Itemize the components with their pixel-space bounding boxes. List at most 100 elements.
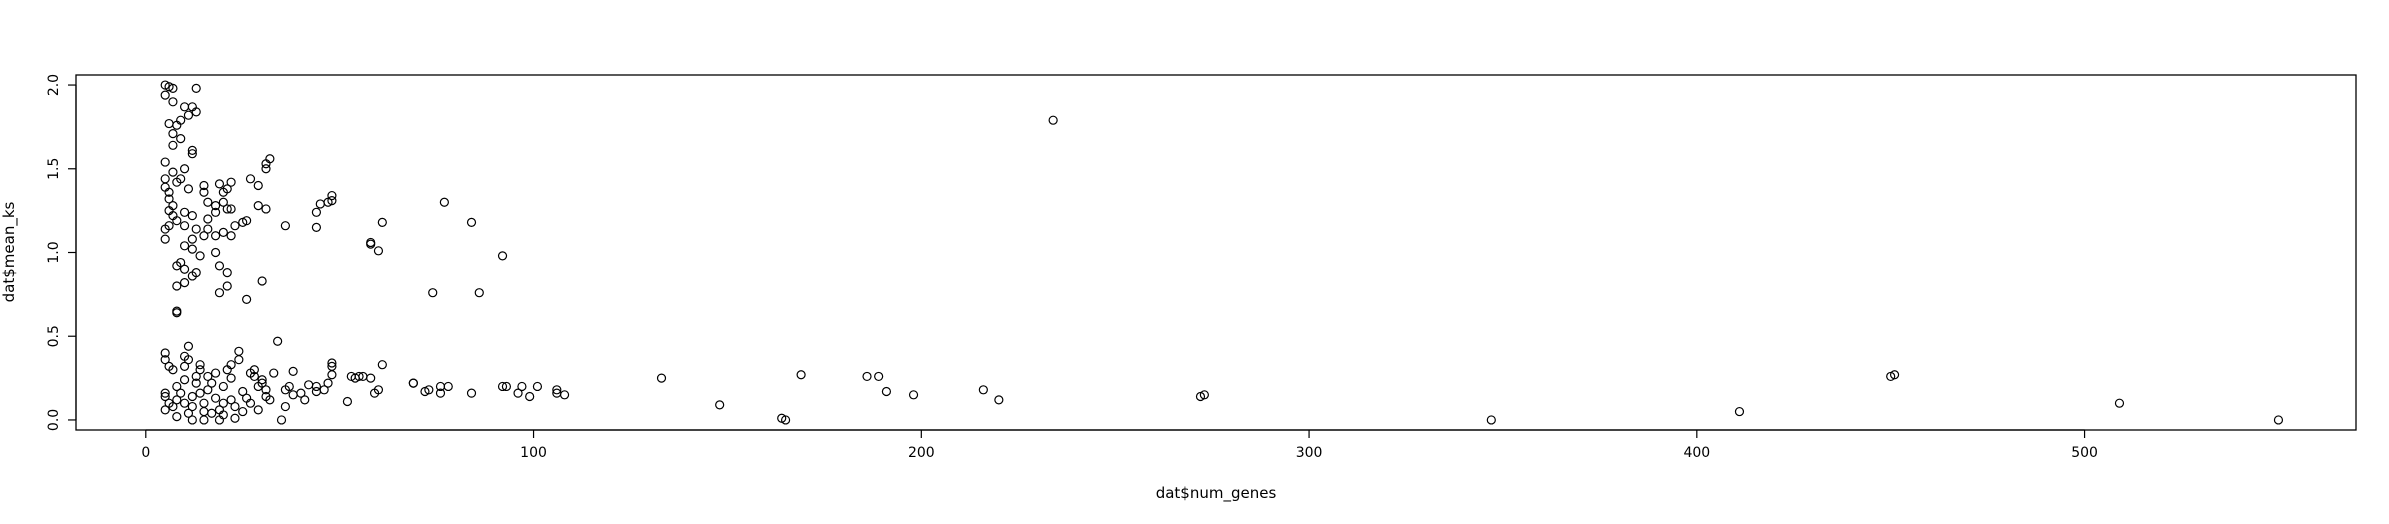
data-point xyxy=(210,201,221,211)
data-point xyxy=(176,174,186,184)
data-point xyxy=(183,341,194,351)
data-point xyxy=(377,360,387,370)
data-point xyxy=(214,179,225,189)
data-point xyxy=(160,234,170,244)
data-point xyxy=(172,395,182,405)
data-point xyxy=(226,231,236,241)
data-point xyxy=(881,386,892,397)
data-point xyxy=(168,83,178,93)
data-point xyxy=(342,396,353,407)
data-point xyxy=(532,381,543,392)
data-point xyxy=(199,180,209,191)
data-point xyxy=(315,199,325,209)
data-point xyxy=(253,405,263,415)
data-point xyxy=(172,261,182,271)
data-point xyxy=(187,149,197,159)
data-point xyxy=(253,201,263,211)
data-point xyxy=(195,388,205,398)
data-point xyxy=(191,224,201,234)
data-point xyxy=(187,145,197,155)
data-point xyxy=(2114,398,2125,408)
data-point xyxy=(176,134,186,144)
data-point xyxy=(207,378,217,388)
data-point xyxy=(218,410,228,420)
data-point xyxy=(257,378,267,388)
data-point xyxy=(327,195,337,206)
data-point xyxy=(319,385,329,395)
data-point xyxy=(183,110,194,120)
data-point xyxy=(179,221,190,231)
data-point xyxy=(191,378,201,388)
data-point xyxy=(183,184,194,194)
data-point xyxy=(160,355,170,365)
data-point xyxy=(311,386,322,397)
data-point xyxy=(168,365,178,375)
data-point xyxy=(242,294,252,304)
data-point xyxy=(796,370,806,380)
data-point xyxy=(552,385,562,395)
data-point xyxy=(179,102,190,112)
data-points xyxy=(160,80,2284,425)
data-point xyxy=(874,371,884,382)
data-point xyxy=(466,217,477,227)
data-point xyxy=(1889,370,1900,380)
data-point xyxy=(191,371,201,382)
data-point xyxy=(474,288,484,298)
y-tick-label: 2.0 xyxy=(46,74,62,96)
data-point xyxy=(249,371,259,382)
data-point xyxy=(311,381,322,392)
data-point xyxy=(373,246,384,256)
data-point xyxy=(226,360,236,370)
data-point xyxy=(160,174,170,184)
data-point xyxy=(230,413,240,423)
data-point xyxy=(187,391,197,402)
data-point xyxy=(501,381,512,392)
data-point xyxy=(172,381,182,392)
data-point xyxy=(226,177,236,187)
data-point xyxy=(222,184,232,194)
data-point xyxy=(187,211,197,221)
data-point xyxy=(226,204,236,214)
data-point xyxy=(497,251,508,261)
data-point xyxy=(304,380,314,390)
data-point xyxy=(168,129,178,139)
data-point xyxy=(199,187,209,197)
data-point xyxy=(179,361,190,371)
data-point xyxy=(191,267,201,278)
data-point xyxy=(176,115,186,125)
data-point xyxy=(323,378,333,388)
data-point xyxy=(222,204,232,214)
data-point xyxy=(253,180,263,191)
data-point xyxy=(214,261,225,271)
data-point xyxy=(517,381,527,392)
data-point xyxy=(218,398,228,408)
data-point xyxy=(199,406,209,417)
x-tick-label: 300 xyxy=(1296,445,1323,461)
x-tick-label: 500 xyxy=(2071,445,2098,461)
data-point xyxy=(261,164,271,174)
data-point xyxy=(238,386,248,397)
data-point xyxy=(265,395,275,405)
data-point xyxy=(199,415,209,425)
data-point xyxy=(179,375,190,385)
data-point xyxy=(1048,115,1058,125)
x-tick-label: 0 xyxy=(141,445,150,461)
plot-frame xyxy=(75,74,2357,431)
data-point xyxy=(176,388,186,398)
data-point xyxy=(311,207,322,217)
y-tick-label: 1.5 xyxy=(46,158,62,180)
data-point xyxy=(183,355,194,365)
data-point xyxy=(164,194,174,204)
data-point xyxy=(214,288,225,298)
data-point xyxy=(207,408,217,418)
data-point xyxy=(222,267,232,278)
data-point xyxy=(172,308,182,318)
data-point xyxy=(245,398,256,408)
data-point xyxy=(1486,415,1496,425)
data-point xyxy=(245,174,256,184)
data-point xyxy=(187,244,197,254)
data-point xyxy=(179,241,190,251)
data-point xyxy=(261,385,271,395)
data-point xyxy=(908,390,919,400)
data-point xyxy=(408,378,418,388)
